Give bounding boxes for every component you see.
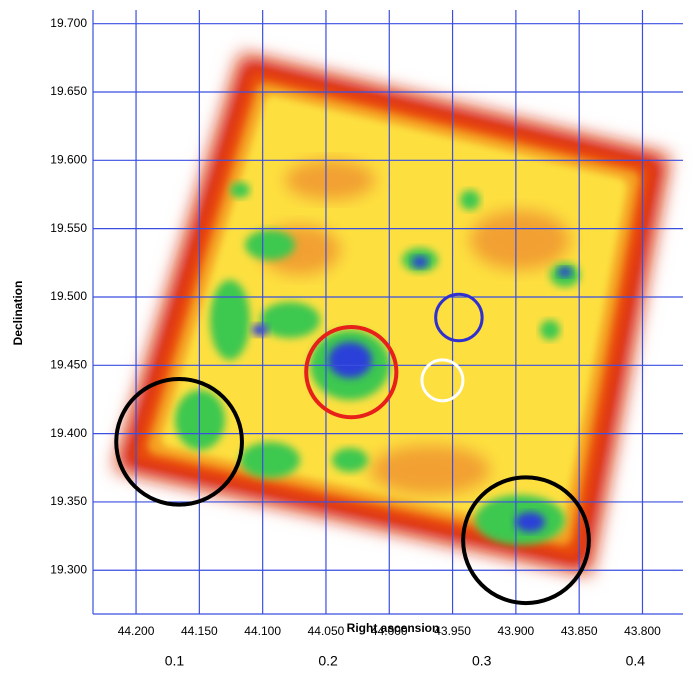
heat-blob bbox=[370, 445, 490, 495]
x-tick-label: 44.150 bbox=[181, 624, 218, 638]
green-blob bbox=[460, 190, 480, 210]
x2-tick-label: 0.3 bbox=[472, 653, 492, 669]
y-tick-label: 19.400 bbox=[50, 426, 87, 440]
green-blob bbox=[175, 390, 225, 450]
blue-blob bbox=[412, 256, 428, 268]
x2-tick-label: 0.2 bbox=[318, 653, 338, 669]
x2-tick-label: 0.4 bbox=[626, 653, 646, 669]
y-tick-label: 19.500 bbox=[50, 289, 87, 303]
x2-tick-label: 0.1 bbox=[165, 653, 185, 669]
x-tick-label: 44.200 bbox=[118, 624, 155, 638]
blue-blob bbox=[328, 342, 372, 378]
x-tick-label: 43.800 bbox=[624, 624, 661, 638]
x-tick-label: 44.000 bbox=[371, 624, 408, 638]
green-blob bbox=[245, 230, 295, 260]
y-tick-label: 19.550 bbox=[50, 221, 87, 235]
green-blob bbox=[210, 280, 250, 360]
y-tick-label: 19.650 bbox=[50, 84, 87, 98]
x-tick-label: 44.100 bbox=[244, 624, 281, 638]
x-tick-label: 44.050 bbox=[308, 624, 345, 638]
sky-image bbox=[119, 58, 665, 570]
blue-blob bbox=[558, 267, 572, 277]
green-blob bbox=[230, 182, 250, 198]
green-blob bbox=[332, 448, 368, 472]
chart: Right ascension Declination 44.20044.150… bbox=[0, 0, 694, 678]
x-tick-label: 43.900 bbox=[498, 624, 535, 638]
y-axis-label: Declination bbox=[11, 281, 25, 346]
green-blob bbox=[260, 302, 320, 338]
y-tick-label: 19.600 bbox=[50, 152, 87, 166]
y-tick-label: 19.700 bbox=[50, 16, 87, 30]
green-blob bbox=[240, 442, 300, 478]
blue-blob bbox=[515, 512, 545, 532]
green-blob bbox=[540, 320, 560, 340]
y-tick-label: 19.300 bbox=[50, 562, 87, 576]
x-tick-label: 43.950 bbox=[434, 624, 471, 638]
x-tick-label: 43.850 bbox=[561, 624, 598, 638]
y-tick-label: 19.350 bbox=[50, 494, 87, 508]
heat-blob bbox=[285, 160, 375, 200]
heat-blob bbox=[470, 210, 570, 270]
blue-blob bbox=[252, 324, 268, 336]
y-tick-label: 19.450 bbox=[50, 357, 87, 371]
